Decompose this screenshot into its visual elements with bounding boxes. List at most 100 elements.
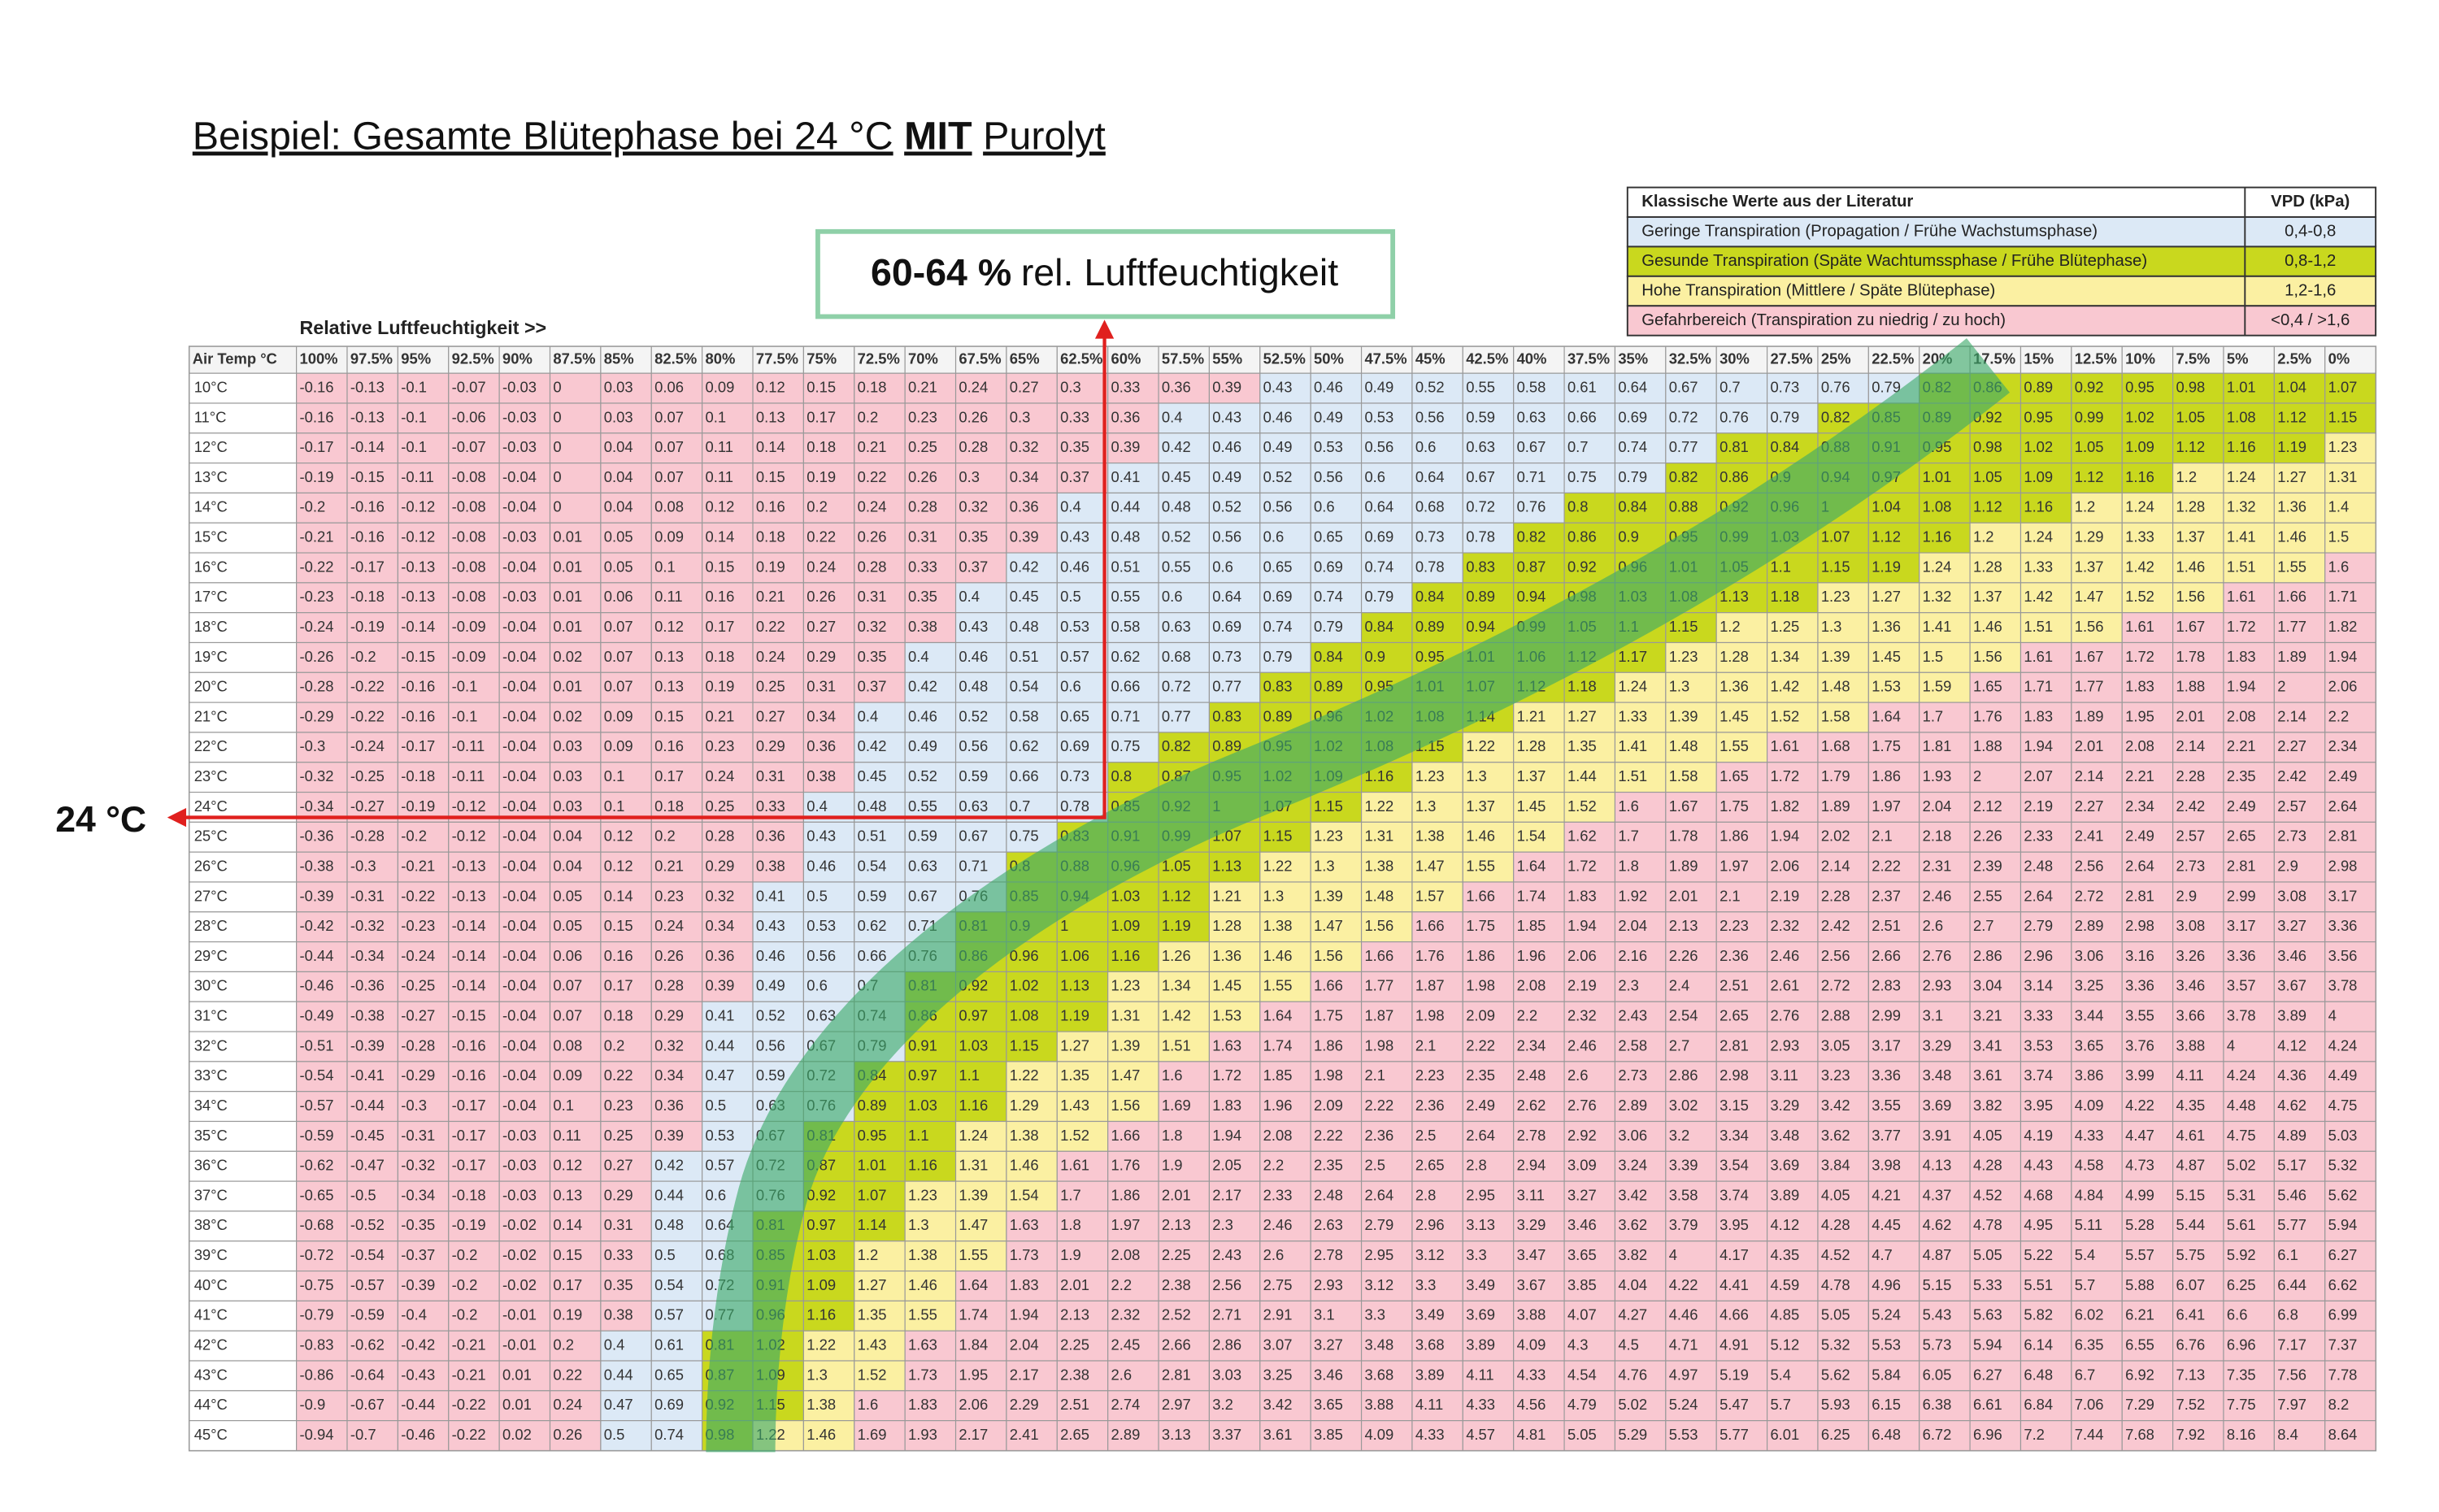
cell-value: 1.76 [1973,707,2002,724]
cell-value: 0.19 [806,468,836,485]
column-header: 60% [1111,350,1141,367]
cell [1158,372,1211,404]
column-header: 37.5% [1567,350,1610,367]
cell-value: 6.35 [2075,1336,2104,1353]
cell-value: 2.57 [2176,828,2205,845]
header-cell [397,345,450,374]
cell-value: 3.69 [1770,1157,1799,1174]
legend-range: 0,8-1,2 [2285,252,2336,270]
cell-value: 0.67 [1466,468,1495,485]
legend-range: <0,4 / >1,6 [2271,311,2350,329]
cell-value: 1.39 [959,1186,988,1203]
cell-value: 2.31 [1923,857,1952,874]
cell-value: 1.8 [1618,857,1639,874]
cell-value: 0.38 [806,767,836,784]
cell [549,492,602,524]
cell-value: 2.65 [1415,1157,1445,1174]
column-header: 0% [2328,350,2350,367]
cell-value: 5.53 [1872,1336,1901,1353]
cell-value: 2.51 [1872,917,1901,934]
cell-value: 2.83 [1872,977,1901,994]
cell-value: 2.62 [1517,1097,1546,1114]
cell-value: 0.6 [1212,558,1233,575]
cell-value: 0.97 [959,1007,988,1024]
cell-value: 1.24 [1618,678,1647,695]
cell [346,582,398,614]
cell [2223,402,2275,434]
cell-value: 0.48 [654,1216,684,1233]
cell-value: 0.17 [604,977,633,994]
cell-value: 3.49 [1466,1276,1495,1293]
cell-value: 1.19 [1872,558,1901,575]
cell-value: 7.78 [2328,1366,2358,1383]
cell [752,582,804,614]
cell-value: -0.08 [452,588,486,605]
cell [1360,552,1413,584]
cell-value: -0.04 [502,887,537,904]
cell-value: -0.3 [401,1097,427,1114]
cell-value: 1.12 [2075,468,2104,485]
cell [1665,432,1717,464]
cell [2172,582,2224,614]
cell-value: -0.83 [300,1336,334,1353]
cell-value: 1.3 [1466,767,1487,784]
cell-value: 0.77 [1212,678,1241,695]
cell-value: 1.16 [1111,947,1141,964]
cell-value: 0.46 [756,947,785,964]
cell [752,522,804,554]
cell-value: 0.14 [553,1216,582,1233]
cell-value: 1.38 [1010,1127,1039,1144]
cell-value: 1.48 [1821,678,1850,695]
header-cell [1767,345,1819,374]
row-label: 17°C [194,588,228,605]
cell-value: 1.15 [2328,408,2358,425]
cell-value: 3.39 [1669,1157,1698,1174]
cell-value: 3.23 [1821,1067,1850,1084]
column-header: 32.5% [1669,350,1711,367]
cell [448,612,500,644]
cell-value: 1.89 [1821,797,1850,815]
cell-value: 1.58 [1669,767,1698,784]
column-header: 87.5% [553,350,595,367]
cell-value: 3.36 [2328,917,2358,934]
column-header: 42.5% [1466,350,1508,367]
cell [397,522,450,554]
cell-value: 6.02 [2075,1306,2104,1323]
cell-value: 0.73 [1770,378,1799,395]
cell-value: 1.73 [1010,1246,1039,1263]
cell-value: -0.22 [350,678,385,695]
cell-value: 1.82 [2328,618,2358,635]
cell-value: 6.05 [1923,1366,1952,1383]
row-label: 44°C [194,1396,228,1413]
cell [2172,432,2224,464]
cell-value: 0.13 [654,648,684,665]
row-label-cell [189,463,298,494]
cell-value: 1.86 [1719,828,1749,845]
cell [904,463,957,494]
cell-value: 1.26 [1162,947,1191,964]
cell-value: 0.45 [1010,588,1039,605]
cell-value: 0.6 [1162,588,1183,605]
cell-value: 2.49 [2328,767,2358,784]
row-label: 37°C [194,1186,228,1203]
cell-value: 1.04 [1872,498,1901,515]
cell-value: 0.03 [553,767,582,784]
cell-value: 1.32 [1923,588,1952,605]
cell-value: -0.04 [502,1007,537,1024]
cell-value: 3.82 [1973,1097,2002,1114]
cell-value: -0.08 [452,528,486,545]
cell [1411,522,1463,554]
cell-value: 2.76 [1770,1007,1799,1024]
cell-value: 2.36 [1364,1127,1393,1144]
cell-value: 3.2 [1212,1396,1233,1413]
cell [2071,582,2123,614]
cell-value: 2.6 [1567,1067,1589,1084]
column-header: 80% [706,350,736,367]
cell-value: 0.51 [1010,648,1039,665]
cell-value: 0.15 [604,917,633,934]
cell-value: 2.6 [1923,917,1944,934]
cell-value: 0.69 [1618,408,1647,425]
cell-value: 0 [553,378,561,395]
cell-value: 4.09 [1364,1426,1393,1443]
cell-value: 0.23 [654,887,684,904]
